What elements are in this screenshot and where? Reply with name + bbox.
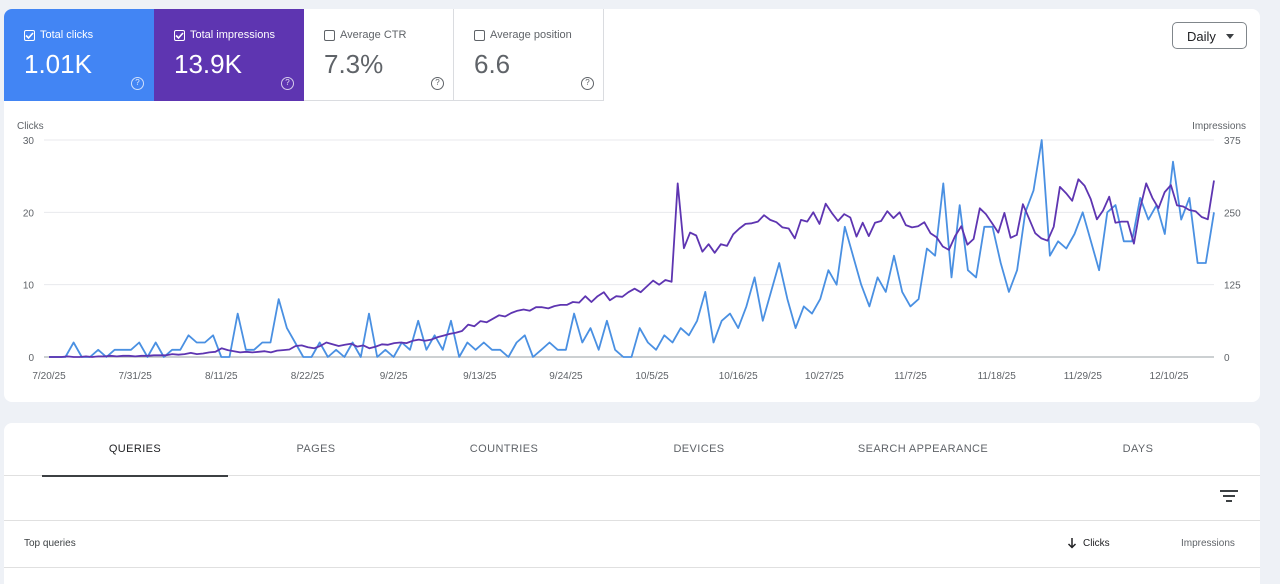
left-tick-label: 10 [23, 281, 35, 292]
left-axis-title: Clicks [17, 121, 44, 132]
x-tick-label: 7/31/25 [118, 371, 152, 382]
metric-value: 1.01K [24, 49, 92, 79]
x-tick-label: 8/11/25 [205, 371, 238, 382]
table-header: Top queries Clicks Impressions [4, 520, 1260, 568]
clicks-series-line [49, 139, 1215, 358]
right-tick-label: 0 [1224, 353, 1230, 364]
left-tick-label: 20 [23, 208, 35, 219]
metric-total-clicks[interactable]: Total clicks 1.01K ? [4, 9, 154, 101]
checkbox-unchecked-icon[interactable] [474, 30, 485, 41]
help-icon[interactable]: ? [131, 77, 144, 90]
tab-pages[interactable]: PAGES [296, 443, 336, 455]
filter-icon[interactable] [1220, 489, 1238, 503]
tab-queries[interactable]: QUERIES [42, 423, 228, 477]
tab-days[interactable]: DAYS [1122, 443, 1154, 455]
help-icon[interactable]: ? [431, 77, 444, 90]
metric-value: 7.3% [324, 49, 384, 79]
checkbox-checked-icon[interactable] [24, 30, 35, 41]
checkbox-unchecked-icon[interactable] [324, 30, 335, 41]
x-tick-label: 7/20/25 [32, 371, 66, 382]
x-tick-label: 11/18/25 [978, 371, 1017, 382]
right-tick-label: 375 [1224, 136, 1241, 147]
column-clicks[interactable]: Clicks [1083, 538, 1110, 549]
metric-average-ctr[interactable]: Average CTR 7.3% ? [304, 9, 454, 101]
report-tabs: QUERIES PAGES COUNTRIES DEVICES SEARCH A… [4, 423, 1260, 477]
metric-value: 13.9K [174, 49, 242, 79]
metric-label: Average position [490, 29, 572, 41]
metric-label: Total clicks [40, 29, 94, 41]
column-impressions[interactable]: Impressions [1181, 538, 1235, 549]
x-tick-label: 8/22/25 [291, 371, 325, 382]
right-axis-title: Impressions [1192, 121, 1246, 132]
x-tick-label: 10/16/25 [719, 371, 758, 382]
performance-chart: Clicks Impressions 0 0 10 125 20 250 30 375 7/20/2… [17, 121, 1246, 382]
caret-down-icon [1226, 34, 1234, 39]
x-tick-label: 10/5/25 [635, 371, 669, 382]
range-select-label: Daily [1187, 29, 1216, 44]
column-top-queries[interactable]: Top queries [24, 538, 76, 549]
report-card: QUERIES PAGES COUNTRIES DEVICES SEARCH A… [4, 423, 1260, 584]
metric-tiles: Total clicks 1.01K ? Total impressions 1… [4, 9, 604, 101]
sort-arrow-down-icon[interactable] [1067, 537, 1077, 549]
help-icon[interactable]: ? [581, 77, 594, 90]
metric-label: Average CTR [340, 29, 407, 41]
right-tick-label: 125 [1224, 281, 1241, 292]
impressions-series-line [49, 178, 1215, 358]
x-tick-label: 9/24/25 [549, 371, 583, 382]
metric-average-position[interactable]: Average position 6.6 ? [454, 9, 604, 101]
metric-value: 6.6 [474, 49, 511, 79]
checkbox-checked-icon[interactable] [174, 30, 185, 41]
left-tick-label: 0 [28, 353, 34, 364]
x-tick-label: 10/27/25 [805, 371, 844, 382]
metric-label: Total impressions [190, 29, 275, 41]
help-icon[interactable]: ? [281, 77, 294, 90]
right-tick-label: 250 [1224, 208, 1241, 219]
x-tick-label: 9/2/25 [380, 371, 408, 382]
tab-devices[interactable]: DEVICES [673, 443, 725, 455]
performance-card: Total clicks 1.01K ? Total impressions 1… [4, 9, 1260, 402]
x-tick-label: 12/10/25 [1150, 371, 1189, 382]
range-select[interactable]: Daily [1172, 22, 1247, 49]
left-tick-label: 30 [23, 136, 35, 147]
tab-countries[interactable]: COUNTRIES [469, 443, 539, 455]
metric-total-impressions[interactable]: Total impressions 13.9K ? [154, 9, 304, 101]
x-tick-label: 11/29/25 [1064, 371, 1103, 382]
tab-search-appearance[interactable]: SEARCH APPEARANCE [857, 443, 989, 455]
x-tick-label: 9/13/25 [463, 371, 497, 382]
x-tick-label: 11/7/25 [894, 371, 927, 382]
